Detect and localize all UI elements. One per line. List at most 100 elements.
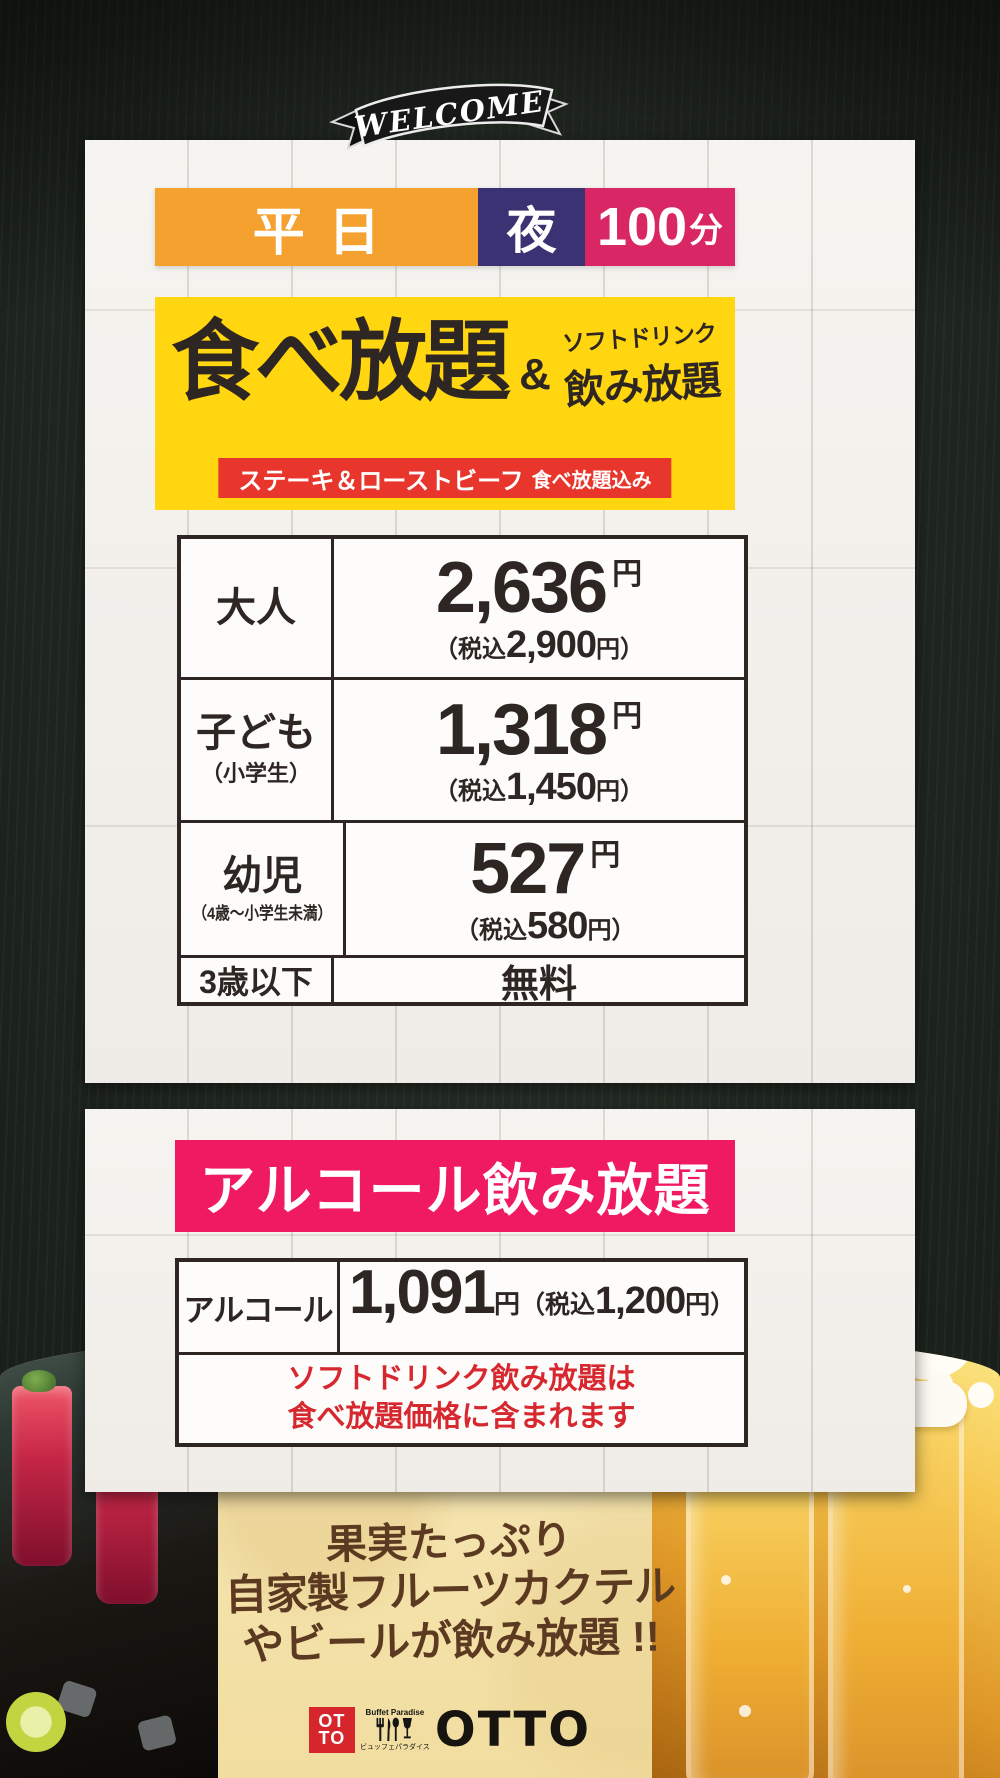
duration-number: 100 xyxy=(596,197,688,257)
footer-message: 果実たっぷり 自家製フルーツカクテル やビールが飲み放題 !! xyxy=(199,1513,702,1671)
weekday-segment: 平日 xyxy=(155,188,478,266)
row-label-cell: 大人 xyxy=(181,539,334,677)
plan-header-bar: 平日 夜 100 分 xyxy=(155,188,735,266)
row-label: 3歳以下 xyxy=(199,964,313,1000)
badge-main-text: ステーキ＆ローストビーフ xyxy=(238,467,524,495)
yen-label: 円 xyxy=(587,917,612,944)
otto-logo-square: OT TO xyxy=(308,1707,355,1753)
row-label-cell: 子ども （小学生） xyxy=(181,680,334,820)
offer-title-sub: ソフトドリンク 飲み放題 xyxy=(560,314,722,417)
tax-line: （ 税込 580 円 ） xyxy=(455,907,635,945)
free-label: 無料 xyxy=(500,963,577,1006)
row-price-cell: 1,318 円 （ 税込 1,450 円 ） xyxy=(334,680,744,820)
row-label: アルコール xyxy=(183,1292,333,1328)
duration-unit: 分 xyxy=(689,211,724,250)
yen-label: 円 xyxy=(596,778,621,805)
price-line: 2,636 円 xyxy=(436,552,642,624)
ice-cube xyxy=(136,1714,178,1752)
mint-garnish xyxy=(22,1370,56,1392)
row-label-cell: 3歳以下 xyxy=(181,958,334,1002)
cocktail-photo xyxy=(0,1330,218,1778)
paren-open: （ xyxy=(455,917,480,944)
tax-price-value: 1,200 xyxy=(595,1280,686,1322)
paren-open: （ xyxy=(433,778,458,805)
row-label-cell: 幼児 （4歳～小学生未満） xyxy=(181,823,347,955)
row-label: 大人 xyxy=(216,586,296,630)
yen-label: 円 xyxy=(493,1289,520,1319)
alcohol-card: アルコール飲み放題 アルコール 1,091 円 （ 税込 1,200 円 ） ソ… xyxy=(85,1109,915,1492)
yen-label: 円 xyxy=(612,558,643,591)
tax-line: （ 税込 2,900 円 ） xyxy=(434,626,644,664)
yen-label: 円 xyxy=(685,1291,711,1319)
beer-splash xyxy=(968,1382,994,1408)
yen-label: 円 xyxy=(596,636,621,663)
row-price-cell: 2,636 円 （ 税込 2,900 円 ） xyxy=(334,539,744,677)
logo-square-top: OT xyxy=(318,1710,346,1731)
note-line1: ソフトドリンク飲み放題は xyxy=(287,1363,636,1396)
otto-logo-emblem: Buffet Paradise ビュッフェパラダイス xyxy=(360,1708,430,1752)
beer-bubble xyxy=(739,1705,751,1717)
alcohol-table: アルコール 1,091 円 （ 税込 1,200 円 ） ソフトドリンク飲み放題… xyxy=(175,1258,748,1447)
tax-included-label: 税込 xyxy=(479,917,528,944)
emblem-bottom-text: ビュッフェパラダイス xyxy=(360,1744,430,1751)
badge-sub-text: 食べ放題込み xyxy=(531,469,652,492)
welcome-ribbon: WELCOME xyxy=(322,76,574,168)
row-label-cell: アルコール xyxy=(179,1262,340,1352)
table-row-toddler: 幼児 （4歳～小学生未満） 527 円 （ 税込 580 円 ） xyxy=(181,820,744,955)
offer-box: 食べ放題 & ソフトドリンク 飲み放題 ステーキ＆ローストビーフ 食べ放題込み xyxy=(155,297,735,510)
row-price-cell: 無料 xyxy=(334,958,744,1006)
price-line: 1,318 円 xyxy=(436,694,642,766)
cutlery-icon xyxy=(376,1717,412,1742)
tax-price-value: 1,450 xyxy=(505,766,597,808)
tax-included-label: 税込 xyxy=(545,1291,596,1319)
beer-glass xyxy=(683,1419,817,1778)
offer-sub-line2: 飲み放題 xyxy=(563,358,722,414)
steak-roastbeef-badge: ステーキ＆ローストビーフ 食べ放題込み xyxy=(218,458,672,498)
cocktail-glass xyxy=(12,1386,72,1566)
duration-segment: 100 分 xyxy=(585,188,735,266)
lime-slice xyxy=(6,1692,66,1752)
table-row-under3: 3歳以下 無料 xyxy=(181,955,744,1006)
alcohol-banner-text: アルコール飲み放題 xyxy=(199,1158,711,1222)
beer-bubble xyxy=(903,1585,911,1593)
logo-square-bottom: TO xyxy=(318,1728,346,1748)
night-label: 夜 xyxy=(506,203,557,259)
row-label-sub: （小学生） xyxy=(200,761,311,786)
main-price-card: 平日 夜 100 分 食べ放題 & ソフトドリンク 飲み放題 ステーキ＆ロースト… xyxy=(85,140,915,1083)
emblem-top-text: Buffet Paradise xyxy=(365,1708,425,1717)
yen-label: 円 xyxy=(612,700,643,733)
tax-price-value: 2,900 xyxy=(505,624,597,666)
table-row-adult: 大人 2,636 円 （ 税込 2,900 円 ） xyxy=(181,539,744,677)
softdrink-note: ソフトドリンク飲み放題は 食べ放題価格に含まれます xyxy=(179,1352,744,1443)
paren-open: （ xyxy=(520,1291,546,1319)
row-price-cell: 1,091 円 （ 税込 1,200 円 ） xyxy=(340,1262,744,1352)
row-label: 子ども xyxy=(196,711,316,755)
tax-included-label: 税込 xyxy=(457,636,506,663)
ribbon-graphic: WELCOME xyxy=(329,83,569,150)
offer-title-main: 食べ放題 xyxy=(171,312,511,411)
tax-line: （ 税込 1,450 円 ） xyxy=(434,768,644,806)
row-label: 幼児 xyxy=(222,853,303,898)
table-row-alcohol: アルコール 1,091 円 （ 税込 1,200 円 ） xyxy=(179,1262,744,1352)
row-price-cell: 527 円 （ 税込 580 円 ） xyxy=(346,823,744,955)
beer-splash xyxy=(910,1330,930,1344)
paren-close: ） xyxy=(611,917,636,944)
alcohol-banner: アルコール飲み放題 xyxy=(175,1140,735,1232)
tax-included-label: 税込 xyxy=(457,778,506,805)
yen-label: 円 xyxy=(590,839,621,872)
weekday-label: 平日 xyxy=(252,203,404,262)
row-label-sub: （4歳～小学生未満） xyxy=(192,903,333,923)
offer-title: 食べ放題 & ソフトドリンク 飲み放題 xyxy=(155,297,735,414)
night-segment: 夜 xyxy=(478,188,585,266)
tax-price-value: 580 xyxy=(527,905,588,947)
offer-ampersand: & xyxy=(519,350,551,399)
beer-bubble xyxy=(721,1575,731,1585)
otto-wordmark: OTTO xyxy=(434,1702,592,1758)
paren-close: ） xyxy=(620,636,645,663)
paren-open: （ xyxy=(433,636,458,663)
otto-logo: OT TO Buffet Paradise xyxy=(200,1702,700,1758)
table-row-child: 子ども （小学生） 1,318 円 （ 税込 1,450 円 ） xyxy=(181,677,744,820)
price-value: 2,636 xyxy=(435,548,608,628)
price-value: 527 xyxy=(470,829,586,909)
